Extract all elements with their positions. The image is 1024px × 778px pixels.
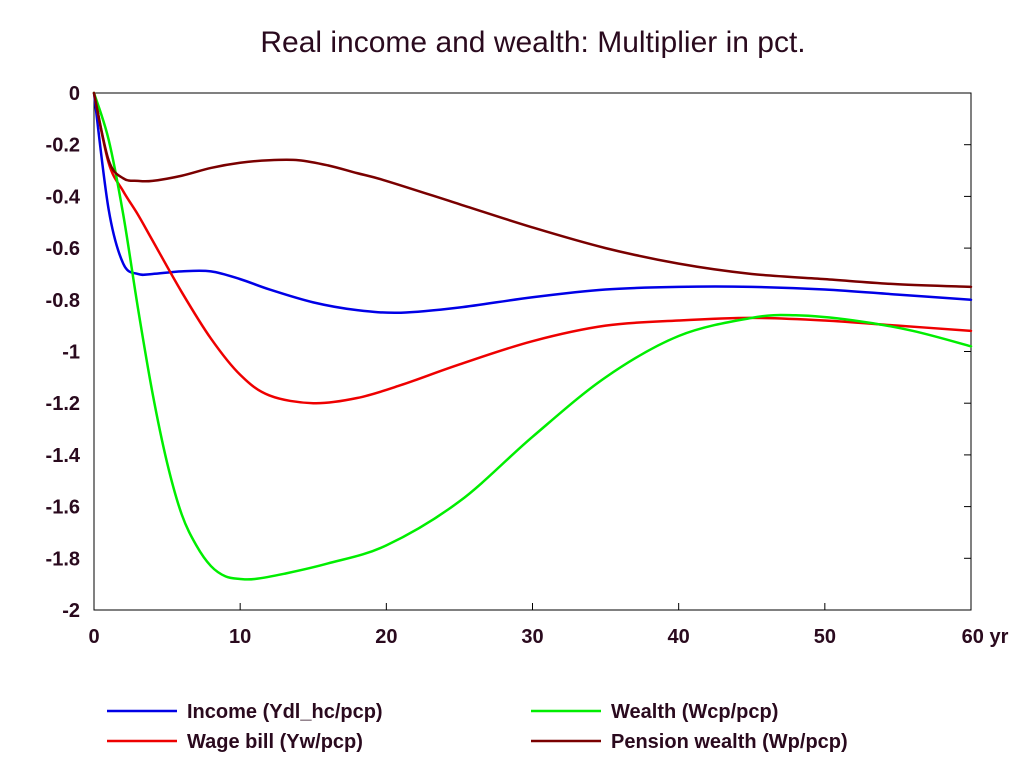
x-tick-label: 0 [88, 626, 99, 648]
y-tick-label: -0.4 [46, 186, 81, 208]
legend-label: Pension wealth (Wp/pcp) [611, 731, 848, 753]
y-tick-label: -1 [62, 342, 80, 364]
y-tick-label: -2 [62, 600, 80, 622]
legend-label: Wealth (Wcp/pcp) [611, 701, 778, 723]
x-tick-label: 10 [229, 626, 251, 648]
series-line-wealth [92, 91, 973, 581]
x-tick-label: 30 [521, 626, 543, 648]
y-tick-label: -0.6 [46, 238, 80, 260]
y-tick-label: -0.8 [46, 290, 80, 312]
y-tick-label: -1.8 [46, 548, 80, 570]
y-tick-label: 0 [69, 83, 80, 105]
plot-area-frame [93, 92, 972, 611]
x-axis: 0 10 20 30 40 50 60 yr [88, 603, 1009, 648]
series-line-wage-bill [92, 91, 973, 405]
legend: Income (Ydl_hc/pcp) Wage bill (Yw/pcp) Wea… [107, 701, 848, 753]
x-tick-label: 40 [668, 626, 690, 648]
y-tick-label: -1.2 [46, 393, 80, 415]
y-tick-label: -0.2 [46, 135, 80, 157]
legend-label: Income (Ydl_hc/pcp) [187, 701, 383, 723]
chart-title: Real income and wealth: Multiplier in pc… [260, 26, 805, 59]
x-tick-label: 20 [375, 626, 397, 648]
series-line-pension-wealth [92, 91, 973, 289]
y-axis: 0 -0.2 -0.4 -0.6 -0.8 -1 -1.2 -1.4 -1.6 -1.8 -2 [46, 83, 971, 622]
y-tick-label: -1.4 [46, 445, 81, 467]
series-line-income [92, 91, 973, 315]
legend-label: Wage bill (Yw/pcp) [187, 731, 363, 753]
x-tick-label: 50 [814, 626, 836, 648]
x-tick-label: 60 yr [962, 626, 1009, 648]
y-tick-label: -1.6 [46, 497, 80, 519]
series-lines [92, 91, 973, 581]
